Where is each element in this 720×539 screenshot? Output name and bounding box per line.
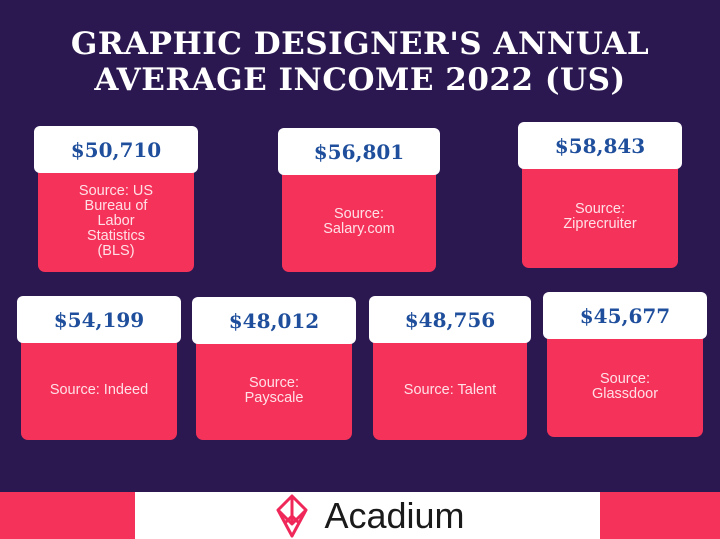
income-source: Source: Salary.com xyxy=(282,172,436,272)
income-card-salary: $56,801 Source: Salary.com xyxy=(278,128,440,272)
income-source: Source: Ziprecruiter xyxy=(522,166,678,268)
income-card-glassdoor: $45,677 Source: Glassdoor xyxy=(543,292,707,437)
income-card-ziprecruiter: $58,843 Source: Ziprecruiter xyxy=(518,122,682,268)
brand-name: Acadium xyxy=(324,494,465,536)
income-value: $50,710 xyxy=(34,126,198,173)
income-source: Source: Glassdoor xyxy=(547,336,703,437)
income-value: $48,012 xyxy=(192,297,356,344)
brand-area: Acadium xyxy=(135,492,600,539)
income-card-talent: $48,756 Source: Talent xyxy=(369,296,531,440)
income-source: Source: Talent xyxy=(373,340,527,440)
income-card-bls: $50,710 Source: US Bureau of Labor Stati… xyxy=(34,126,198,272)
income-value: $54,199 xyxy=(17,296,181,343)
income-card-payscale: $48,012 Source: Payscale xyxy=(192,297,356,440)
income-value: $58,843 xyxy=(518,122,682,169)
acadium-logo-icon xyxy=(276,494,308,537)
income-source: Source: Payscale xyxy=(196,341,352,440)
income-value: $48,756 xyxy=(369,296,531,343)
footer-bar: Acadium xyxy=(0,492,720,539)
income-value: $56,801 xyxy=(278,128,440,175)
income-source: Source: Indeed xyxy=(21,340,177,440)
page-title: GRAPHIC DESIGNER'S ANNUAL AVERAGE INCOME… xyxy=(0,26,720,98)
title-line-1: GRAPHIC DESIGNER'S ANNUAL xyxy=(70,26,650,62)
income-value: $45,677 xyxy=(543,292,707,339)
income-source: Source: US Bureau of Labor Statistics (B… xyxy=(38,170,194,272)
title-line-2: AVERAGE INCOME 2022 (US) xyxy=(94,62,626,98)
income-card-indeed: $54,199 Source: Indeed xyxy=(17,296,181,440)
